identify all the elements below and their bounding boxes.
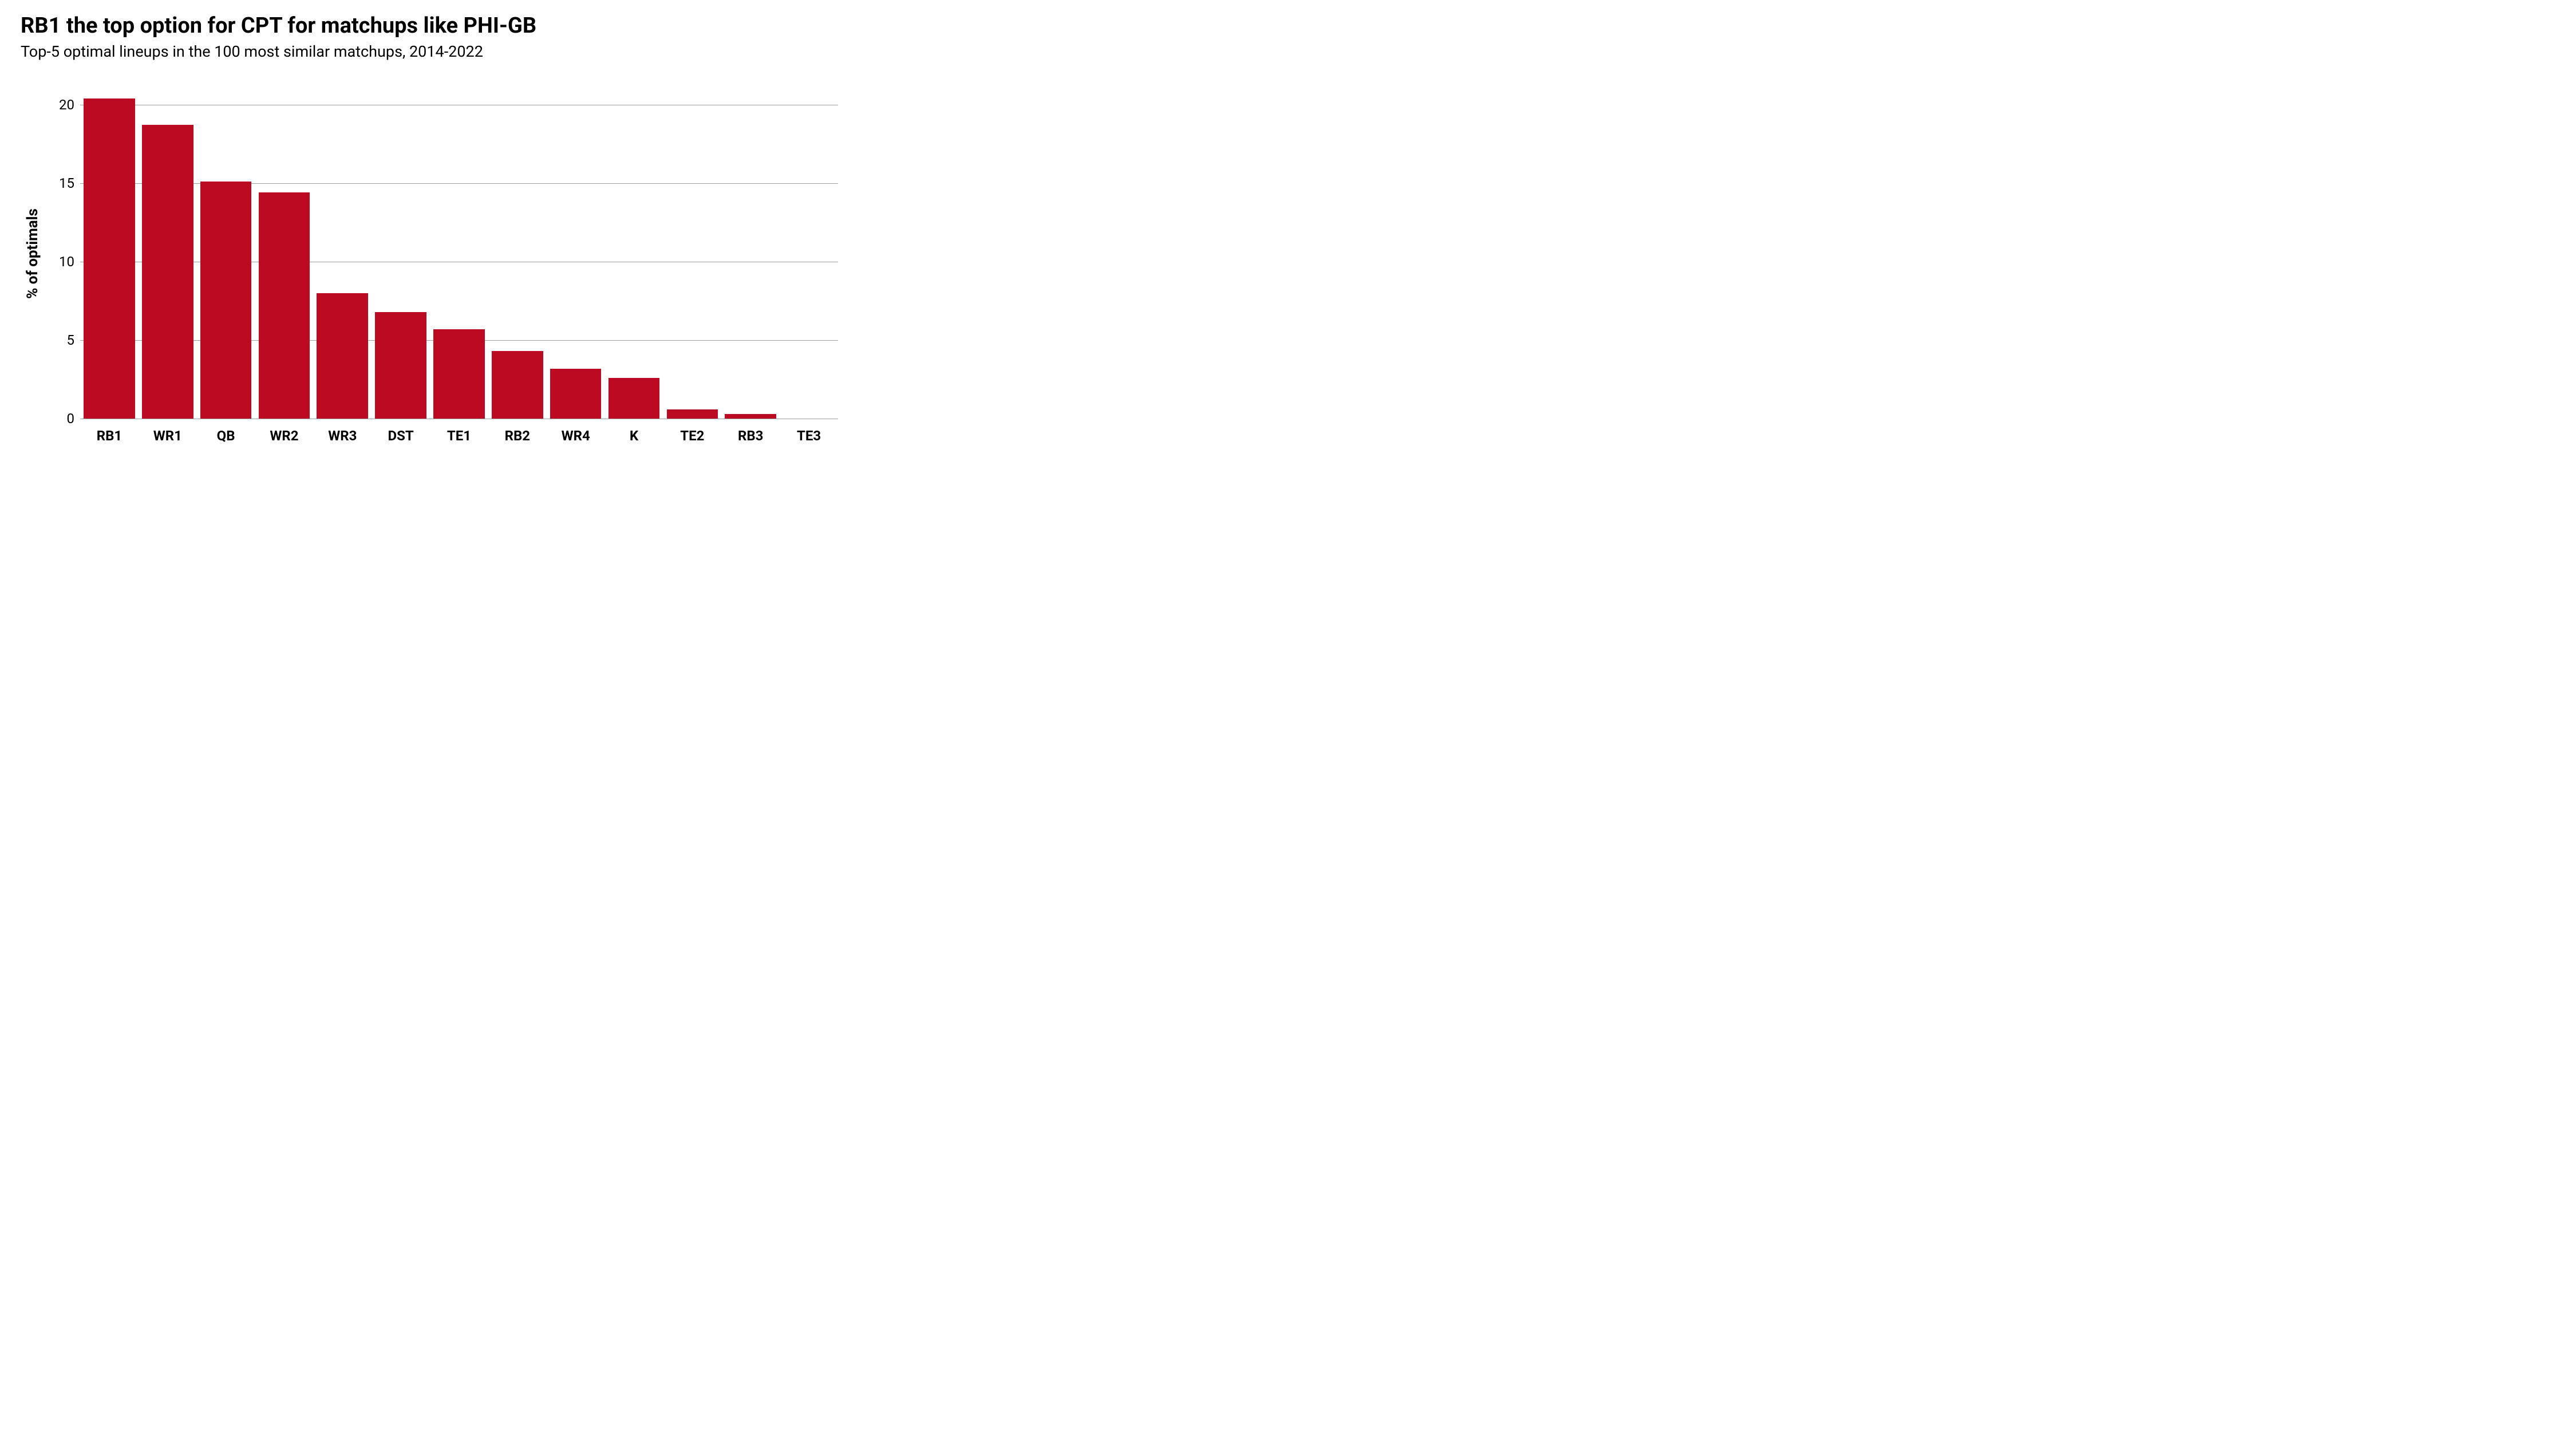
bar-slot [488, 81, 547, 419]
bar [84, 98, 135, 419]
bar-slot [372, 81, 430, 419]
x-tick-label: TE3 [780, 428, 838, 459]
chart-body: % of optimals 0 5 10 15 20 RB1WR1QBWR2WR3DST… [21, 81, 838, 464]
y-axis-label-column: % of optimals [21, 81, 45, 464]
bar [142, 125, 193, 419]
x-tick-label: WR1 [139, 428, 197, 459]
x-tick-label: RB3 [721, 428, 780, 459]
x-tick-label: RB2 [488, 428, 547, 459]
y-tick-label: 20 [59, 97, 74, 113]
chart-container: RB1 the top option for CPT for matchups … [0, 0, 859, 481]
x-tick-label: K [605, 428, 663, 459]
bar-slot [663, 81, 721, 419]
bar-slot [721, 81, 780, 419]
x-tick-label: QB [197, 428, 255, 459]
y-axis-label: % of optimals [24, 208, 41, 299]
bar-slot [255, 81, 314, 419]
bar-slot [780, 81, 838, 419]
bar-slot [80, 81, 139, 419]
plot-area [80, 81, 838, 419]
x-tick-label: TE1 [430, 428, 488, 459]
x-tick-label: WR2 [255, 428, 314, 459]
bars-layer [80, 81, 838, 419]
y-tick-label: 15 [59, 175, 74, 191]
bar [317, 293, 368, 419]
chart-title: RB1 the top option for CPT for matchups … [21, 14, 838, 39]
bar [609, 378, 660, 419]
bar [550, 369, 602, 419]
y-tick-label: 5 [67, 332, 75, 348]
bar [375, 312, 426, 419]
x-tick-label: WR3 [313, 428, 372, 459]
bar [259, 192, 310, 419]
y-axis-ticks: 0 5 10 15 20 [45, 81, 80, 464]
bar-slot [605, 81, 663, 419]
bar-slot [197, 81, 255, 419]
bar-slot [430, 81, 488, 419]
x-tick-label: TE2 [663, 428, 721, 459]
plot-column: RB1WR1QBWR2WR3DSTTE1RB2WR4KTE2RB3TE3 [80, 81, 838, 464]
x-tick-label: WR4 [547, 428, 605, 459]
bar-slot [547, 81, 605, 419]
x-axis: RB1WR1QBWR2WR3DSTTE1RB2WR4KTE2RB3TE3 [80, 419, 838, 459]
x-tick-label: DST [372, 428, 430, 459]
bar [725, 414, 776, 419]
y-tick-label: 0 [67, 411, 75, 427]
bar [492, 351, 543, 419]
bar-slot [139, 81, 197, 419]
x-tick-label: RB1 [80, 428, 139, 459]
bar-slot [313, 81, 372, 419]
bar [667, 409, 718, 419]
bar [200, 182, 252, 419]
chart-subtitle: Top-5 optimal lineups in the 100 most si… [21, 42, 838, 62]
bar [433, 329, 485, 419]
y-tick-label: 10 [59, 254, 74, 270]
